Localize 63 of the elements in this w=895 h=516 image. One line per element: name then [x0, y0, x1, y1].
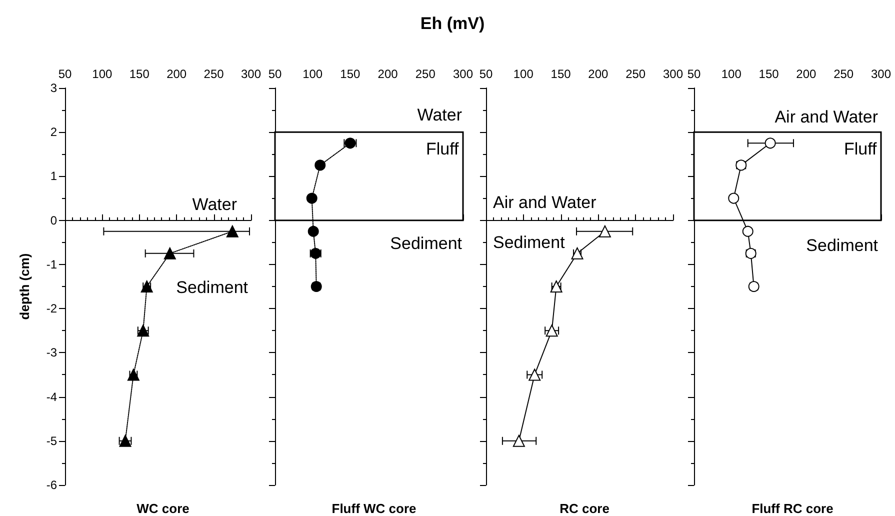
x-tick-label: 300	[662, 67, 684, 81]
annotation: Air and Water	[774, 108, 878, 127]
x-tick-label: 100	[302, 67, 323, 81]
annotation: Sediment	[176, 278, 248, 297]
x-tick-label: 150	[129, 67, 150, 81]
x-axis-title: WC core	[136, 501, 190, 516]
band-label: Fluff	[844, 139, 878, 158]
x-axis-title: Fluff WC core	[332, 501, 416, 516]
point	[310, 281, 322, 292]
y-tick-label: -5	[46, 434, 58, 448]
x-axis-title: Fluff RC core	[752, 501, 834, 516]
x-tick-label: 200	[378, 67, 398, 81]
point	[226, 225, 238, 238]
y-tick-label: -2	[46, 302, 58, 316]
point	[598, 225, 611, 238]
point	[728, 192, 740, 204]
x-tick-label: 50	[687, 67, 701, 81]
x-tick-label: 100	[92, 67, 113, 81]
point	[164, 247, 176, 260]
x-tick-label: 300	[240, 67, 262, 81]
x-tick-label: 100	[721, 67, 742, 81]
x-tick-label: 250	[626, 67, 646, 81]
x-tick-label: 150	[550, 67, 572, 81]
y-tick-label: -1	[46, 257, 58, 272]
y-tick-label: 2	[50, 125, 58, 140]
x-tick-label: 100	[513, 67, 534, 81]
point	[742, 226, 754, 237]
x-tick-label: 300	[452, 67, 474, 81]
x-tick-label: 200	[166, 67, 187, 81]
annotation: Air and Water	[493, 192, 597, 212]
x-tick-label: 150	[340, 67, 361, 81]
x-axis-title: RC core	[560, 501, 610, 516]
y-tick-label: 1	[50, 169, 58, 184]
band-label: Fluff	[426, 139, 460, 158]
annotation: Water	[417, 106, 462, 125]
chart-title: Eh (mV)	[420, 14, 485, 33]
point	[748, 281, 760, 292]
point	[764, 138, 776, 149]
y-tick-label: -6	[46, 478, 58, 492]
annotation: Sediment	[390, 234, 462, 253]
x-tick-label: 250	[415, 67, 436, 81]
y-tick-label: 0	[50, 213, 58, 228]
x-tick-label: 50	[479, 67, 493, 81]
x-tick-label: 50	[268, 67, 282, 81]
point	[306, 192, 318, 204]
point	[308, 226, 319, 237]
x-tick-label: 250	[834, 67, 854, 81]
x-tick-label: 250	[204, 67, 224, 81]
x-tick-label: 150	[758, 67, 780, 81]
x-tick-label: 200	[588, 67, 609, 81]
point	[512, 434, 525, 447]
x-tick-label: 200	[796, 67, 817, 81]
annotation: Water	[192, 194, 238, 214]
point	[528, 368, 541, 381]
annotation: Sediment	[493, 232, 566, 252]
y-tick-label: 3	[50, 81, 58, 95]
annotation: Sediment	[806, 236, 878, 255]
x-tick-label: 50	[58, 67, 72, 81]
y-tick-label: -4	[46, 390, 58, 404]
y-axis-title: depth (cm)	[17, 253, 32, 320]
y-tick-label: -3	[46, 346, 58, 360]
x-tick-label: 300	[870, 67, 892, 81]
point	[314, 160, 326, 171]
